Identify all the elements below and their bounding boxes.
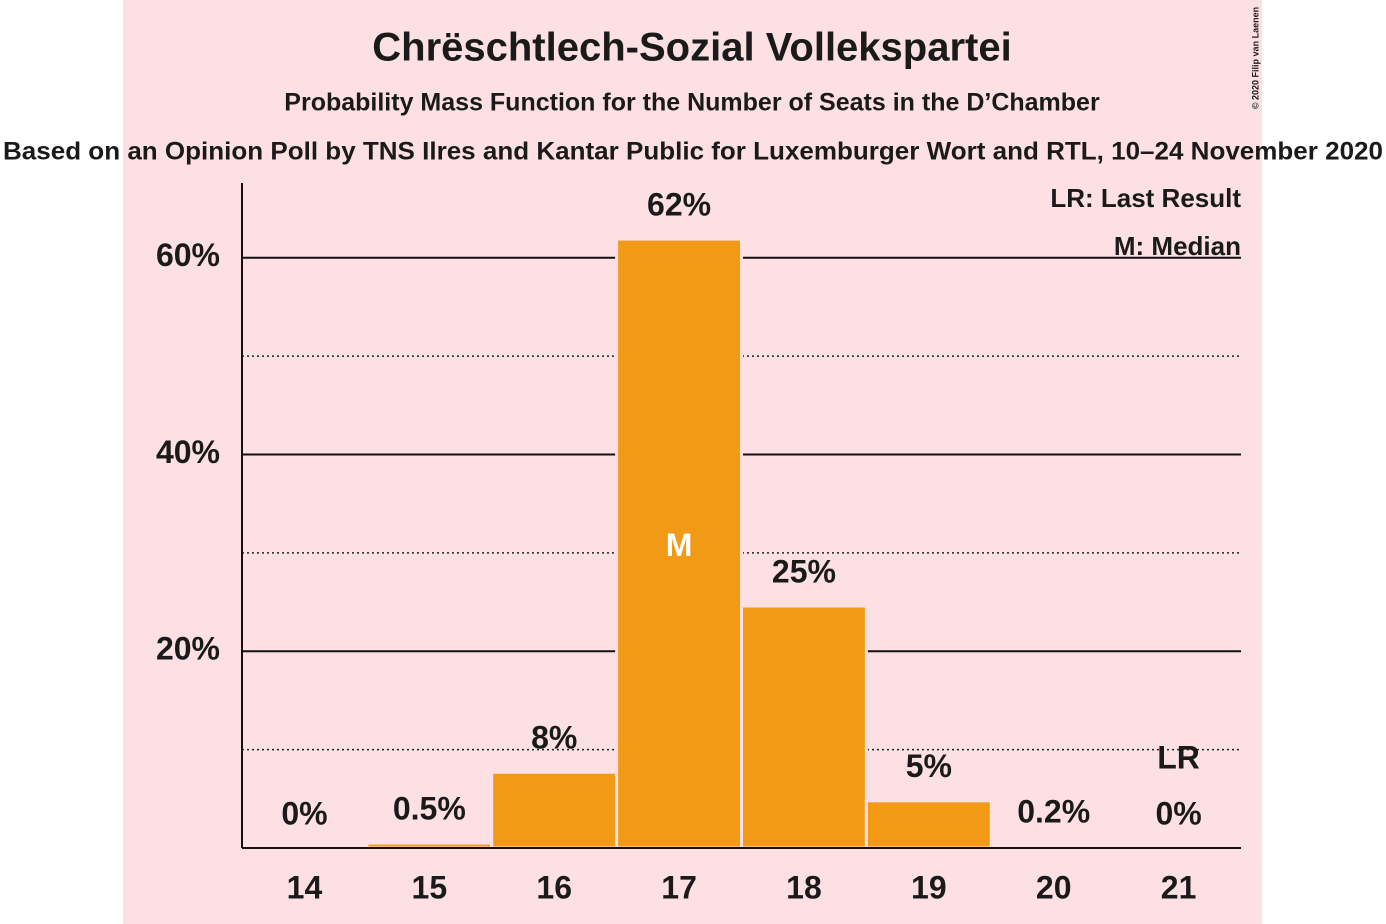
value-label: 8% xyxy=(531,720,577,756)
value-label: 0% xyxy=(1155,795,1201,831)
y-tick-label: 60% xyxy=(156,237,220,273)
value-label: 0.5% xyxy=(393,791,466,827)
annotation: M xyxy=(666,527,693,563)
bar xyxy=(864,799,993,850)
value-label: 0.2% xyxy=(1017,793,1090,829)
x-tick-label: 18 xyxy=(786,869,822,905)
chart-caption: Based on an Opinion Poll by TNS Ilres an… xyxy=(3,138,1383,166)
x-tick-label: 14 xyxy=(287,869,323,905)
x-tick-label: 19 xyxy=(911,869,947,905)
x-tick-label: 15 xyxy=(412,869,448,905)
value-label: 25% xyxy=(772,553,836,589)
bar xyxy=(490,770,619,850)
value-label: 0% xyxy=(281,795,327,831)
y-tick-label: 40% xyxy=(156,434,220,470)
x-tick-label: 17 xyxy=(661,869,697,905)
chart-title: Chrëschtlech-Sozial Vollekspartei xyxy=(372,26,1011,70)
annotation: LR xyxy=(1157,739,1200,775)
value-label: 5% xyxy=(906,748,952,784)
bar xyxy=(740,604,868,850)
x-tick-label: 16 xyxy=(536,869,572,905)
legend-entry: LR: Last Result xyxy=(1050,183,1241,213)
legend-entry: M: Median xyxy=(1114,231,1241,261)
x-tick-label: 21 xyxy=(1161,869,1197,905)
x-tick-label: 20 xyxy=(1036,869,1072,905)
y-tick-label: 20% xyxy=(156,631,220,667)
copyright: © 2020 Filip van Laenen xyxy=(1250,7,1260,109)
bar xyxy=(615,237,743,850)
value-label: 62% xyxy=(647,187,711,223)
chart-subtitle: Probability Mass Function for the Number… xyxy=(284,89,1100,117)
